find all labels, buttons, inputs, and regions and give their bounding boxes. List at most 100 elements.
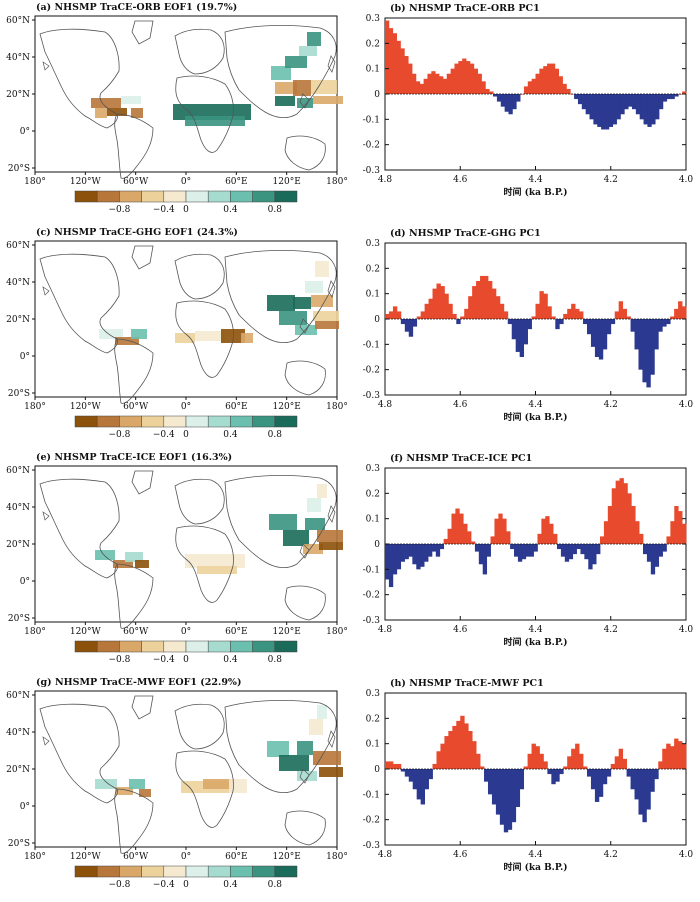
colorbar-cell (96, 190, 120, 203)
y-tick-label: -0.2 (363, 816, 380, 826)
pc-bar (579, 753, 584, 769)
eof-cell (319, 767, 343, 777)
colorbar-cell (119, 865, 142, 878)
lat-tick-label: 40°N (6, 53, 30, 63)
colorbar-label: 0.4 (223, 430, 238, 440)
x-axis-title: 时间 (ka B.P.) (503, 861, 567, 873)
colorbar-cell (230, 190, 253, 203)
eof-cell (95, 108, 107, 118)
y-tick-label: 0.3 (366, 14, 381, 24)
eof-cell (113, 560, 133, 568)
pc-bar (480, 766, 485, 769)
pc-bar (547, 769, 552, 775)
pc-bar (448, 731, 453, 769)
eof-cell (311, 295, 333, 307)
pc-bar (521, 544, 527, 560)
eof-cell (293, 297, 311, 309)
colorbar-label: 0.8 (268, 430, 283, 440)
lon-tick-label: 180° (326, 627, 348, 637)
colorbar-cell (141, 640, 165, 653)
pc-bar (503, 311, 509, 319)
y-tick-label: -0.1 (363, 790, 380, 800)
pc-bar (474, 544, 480, 552)
pc-bar (572, 544, 577, 555)
x-tick-label: 4.6 (453, 625, 468, 635)
pc-bar (593, 94, 598, 125)
pc-bar (496, 94, 502, 102)
eof-map-panel: (c) NHSMP TraCE-GHG EOF1 (24.3%) 60°N 40°N… (6, 227, 348, 440)
pc-bar (490, 536, 495, 544)
pc-bar (523, 86, 529, 94)
colorbar-cell (141, 865, 165, 878)
pc-bar (499, 769, 505, 825)
pc-bar (662, 319, 667, 327)
pc-bar (551, 769, 556, 785)
pc-bar (424, 544, 429, 562)
y-tick-label: -0.1 (363, 115, 380, 125)
lon-tick-label: 180° (326, 177, 348, 187)
x-tick-label: 4.2 (604, 400, 618, 410)
pc-bar (539, 291, 544, 319)
pc-bar (431, 544, 437, 552)
pc-bar (517, 544, 523, 562)
pc-bar (451, 513, 456, 544)
lon-tick-label: 0° (181, 402, 191, 412)
pc-bar (464, 308, 469, 319)
lon-tick-label: 180° (24, 177, 46, 187)
pc-bar (571, 748, 576, 769)
y-tick-label: 0 (374, 90, 380, 100)
colorbar-cell (163, 865, 187, 878)
lon-tick-label: 60°W (123, 627, 149, 637)
pc-bar (404, 56, 409, 94)
pc-bar (440, 743, 445, 769)
eof-cell (139, 789, 151, 797)
x-tick-label: 4.6 (453, 175, 468, 185)
pc-bar (444, 293, 449, 319)
eof-cell (295, 325, 317, 335)
pc-bar (520, 94, 525, 95)
pc-bar (545, 516, 550, 544)
pc-bar (404, 319, 410, 332)
pc-bar (626, 316, 631, 319)
pc-bar (408, 319, 414, 337)
pc-bar (476, 753, 481, 769)
y-tick-label: -0.3 (363, 841, 381, 851)
colorbar-cell (252, 190, 276, 203)
pc-bar (610, 319, 616, 325)
pc-bar (622, 308, 627, 319)
pc-bar (436, 751, 441, 769)
pc-bar (622, 758, 627, 769)
colorbar-cell (96, 865, 120, 878)
pc-bar (476, 281, 481, 319)
lon-tick-label: 180° (24, 852, 46, 862)
pc-bar (507, 319, 513, 325)
pc-bar (452, 725, 457, 769)
pc-bar (388, 28, 394, 95)
pc-bar (631, 94, 637, 110)
pc-bar (559, 319, 564, 325)
pc-bar (575, 308, 580, 319)
pc-bar (682, 306, 687, 319)
colorbar-label: −0.8 (108, 205, 130, 215)
pc-bar-chart: (h) NHSMP TraCE-MWF PC1 0.3 0.2 0.1 0 -0.1 -0.… (363, 678, 694, 873)
lon-tick-label: 180° (326, 852, 348, 862)
pc-bar (420, 769, 426, 805)
colorbar-cell (252, 415, 276, 428)
lon-tick-label: 0° (181, 177, 191, 187)
x-tick-label: 4.8 (378, 400, 393, 410)
pc-bar (435, 544, 441, 557)
lat-tick-label: 0° (20, 577, 30, 587)
pc-bar (560, 544, 566, 557)
pc-bar (614, 756, 620, 769)
eof-cell (203, 779, 233, 789)
pc-bar (631, 506, 636, 544)
pc-bar (412, 769, 418, 790)
pc-bar (658, 544, 663, 557)
pc-bar (428, 769, 433, 780)
pc-bar (508, 94, 513, 115)
pc-bar (639, 94, 644, 120)
lat-tick-label: 60°N (6, 466, 30, 476)
eof-cell (279, 311, 307, 325)
pc-bar (646, 769, 651, 810)
pc-bar (507, 769, 513, 830)
